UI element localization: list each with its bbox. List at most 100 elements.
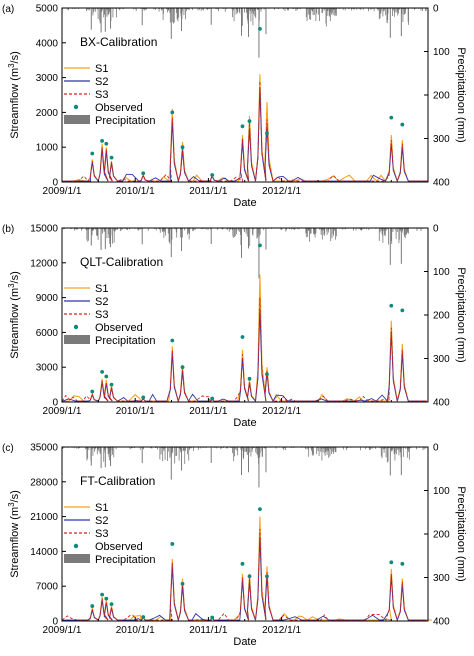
legend-label: S1 [95,502,108,514]
observed-point [258,26,262,31]
y-tick-label: 5000 [36,4,59,15]
y-axis-label-part: /s) [9,490,21,502]
legend-label: Observed [95,322,143,334]
observed-point [265,131,269,136]
x-tick-label: 2010/1/1 [116,186,155,197]
observed-point [90,604,95,608]
x-tick-label: 2009/1/1 [43,186,82,197]
y2-tick-label: 0 [433,443,439,454]
y2-axis-label: Precipitatioon (mm) [455,47,467,142]
observed-point [210,396,215,401]
series-line-s1 [61,516,432,623]
y2-axis-label: Precipitatioon (mm) [455,486,467,581]
observed-point [90,389,95,394]
precipitation-bars [61,8,427,58]
observed-point [109,602,114,606]
series-line-s2 [61,309,427,403]
observed-point [100,592,105,597]
x-tick-label: 2011/1/1 [189,625,228,636]
observed-point [100,139,105,143]
observed-points [90,26,405,177]
y-axis-label: Streamflow (m3/s) [7,271,21,359]
observed-point [258,507,262,512]
series-line-s2 [61,536,427,622]
observed-point [170,542,175,546]
x-tick-label: 2011/1/1 [189,186,228,197]
legend-label: Precipitation [95,115,156,127]
legend-label: Observed [95,102,143,114]
legend-marker-precipitation [64,335,90,344]
legend-label: Precipitation [95,335,156,347]
y-tick-label: 35000 [30,443,58,454]
observed-point [109,382,114,387]
observed-points [90,507,405,620]
y-axis-label-part: Streamflow (m [9,507,21,578]
observed-point [180,365,185,370]
observed-point [104,374,109,379]
y2-tick-label: 100 [433,486,450,497]
y-tick-label: 0 [52,178,58,189]
observed-point [104,141,109,146]
y-axis-label-part: /s) [9,271,21,283]
observed-points [90,243,405,401]
y-axis-label: Streamflow (m3/s) [7,51,21,139]
observed-point [210,173,215,177]
observed-point [389,560,394,565]
y2-tick-label: 400 [433,398,450,409]
observed-point [240,561,245,566]
legend-label: S2 [95,76,108,88]
y-tick-label: 21000 [30,512,58,523]
x-tick-label: 2009/1/1 [43,406,82,417]
panel-letter: (a) [2,4,14,15]
observed-point [100,369,105,374]
y-tick-label: 0 [52,617,58,628]
observed-point [247,574,252,579]
y-tick-label: 6000 [36,328,59,339]
observed-point [109,155,114,160]
y-tick-label: 12000 [30,258,58,269]
observed-point [265,372,269,377]
legend-label: S2 [95,296,108,308]
series-line-s3 [61,81,429,183]
legend-marker-observed [73,324,79,330]
y-tick-label: 7000 [36,582,59,593]
panel-3: 0 7000 14000 21000 28000 35000 0 100 200 300 400 20… [2,443,467,649]
panel-letter: (c) [2,443,14,454]
observed-point [258,243,262,248]
legend-label: S3 [95,89,108,101]
x-axis-label: Date [233,636,256,648]
legend-marker-precipitation [64,115,90,124]
y-axis-label-part: /s) [9,51,21,63]
legend-label: S3 [95,528,108,540]
y2-tick-label: 300 [433,573,450,584]
y2-tick-label: 0 [433,4,439,15]
observed-point [389,303,394,308]
observed-point [247,376,252,381]
y-axis-label: Streamflow (m3/s) [7,490,21,578]
y-axis-label-sup: 3 [7,502,16,507]
observed-point [400,308,405,313]
y-axis-label-sup: 3 [7,283,16,288]
y-tick-label: 15000 [30,224,58,235]
observed-point [210,615,215,620]
x-tick-label: 2010/1/1 [116,625,155,636]
observed-point [240,335,245,339]
y2-tick-label: 400 [433,178,450,189]
y2-tick-label: 200 [433,311,450,322]
y2-tick-label: 400 [433,617,450,628]
panel-2: 0 3000 6000 9000 12000 15000 0 100 200 300 400 2009… [2,224,467,430]
chart-title: QLT-Calibration [80,255,163,269]
y2-tick-label: 300 [433,134,450,145]
observed-point [180,581,185,586]
chart-title: BX-Calibration [80,35,157,49]
y-axis-label-part: Streamflow (m [9,288,21,359]
y-tick-label: 2000 [36,108,59,119]
legend-label: S3 [95,309,108,321]
observed-point [170,110,175,115]
x-axis-label: Date [233,197,256,209]
legend-label: S1 [95,283,108,295]
y2-tick-label: 0 [433,224,439,235]
